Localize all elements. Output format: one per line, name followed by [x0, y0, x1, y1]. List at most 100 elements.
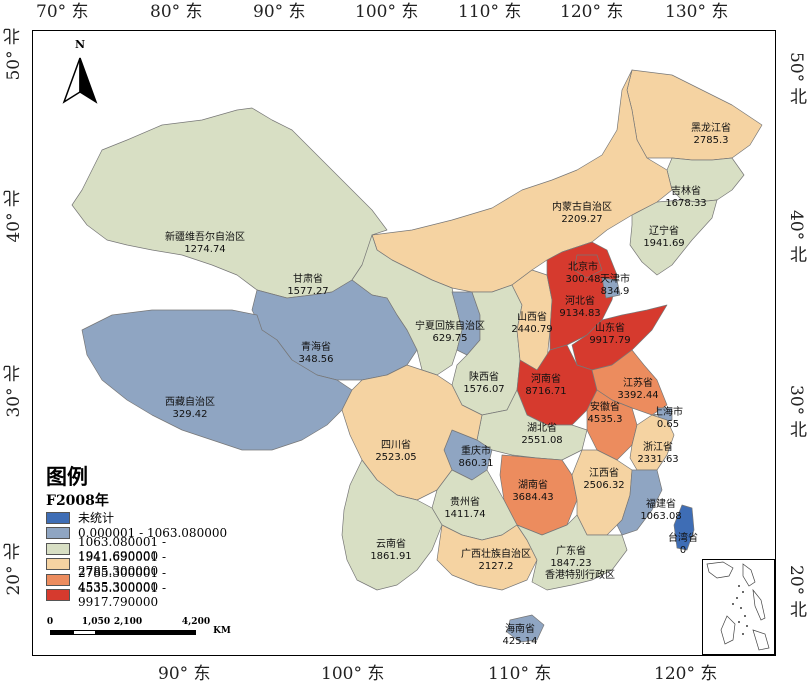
top-tick: 130° 东	[665, 2, 729, 22]
scale-segment	[73, 630, 96, 635]
left-tick: 20° 北	[4, 543, 24, 596]
province-label: 新疆维吾尔自治区 1274.74	[165, 232, 245, 255]
province-label: 北京市 300.48	[565, 262, 601, 285]
legend-swatch	[46, 573, 70, 586]
left-tick: 40° 北	[4, 190, 24, 243]
province-label: 宁夏回族自治区 629.75	[415, 321, 485, 344]
province-label: 广东省 1847.23	[550, 546, 592, 569]
bottom-tick: 120° 东	[654, 664, 718, 684]
legend-item: 1063.080001 - 1941.690000	[46, 535, 246, 563]
top-tick: 100° 东	[355, 2, 419, 22]
region-zhejiang	[629, 414, 675, 471]
province-label: 天津市 834.9	[600, 274, 630, 297]
scale-bar: 0 1,050 2,100 4,200 KM	[46, 617, 236, 637]
scale-label: 4,200	[181, 617, 211, 627]
province-label: 福建省 1063.08	[640, 499, 682, 522]
legend-swatch	[46, 527, 70, 540]
region-taiwan	[673, 504, 695, 551]
region-guangdong	[516, 514, 628, 591]
scale-segment	[128, 630, 196, 635]
legend-swatch	[46, 589, 70, 602]
region-liaoning	[629, 199, 718, 276]
province-label: 湖南省 3684.43	[512, 480, 554, 503]
scale-label: 0	[46, 617, 54, 627]
top-tick: 70° 东	[36, 2, 89, 22]
province-label: 山东省 9917.79	[589, 323, 631, 346]
legend-label: 未统计	[78, 511, 115, 526]
scale-segment	[50, 630, 73, 635]
province-label: 四川省 2523.05	[375, 440, 417, 463]
province-label: 贵州省 1411.74	[444, 497, 486, 520]
legend-swatch	[46, 558, 70, 571]
inset-map	[706, 561, 770, 651]
south-china-sea-inset	[702, 559, 775, 655]
province-label: 辽宁省 1941.69	[643, 226, 685, 249]
legend-field: F2008年	[46, 493, 109, 509]
province-label: 陕西省 1576.07	[463, 372, 505, 395]
right-tick: 20° 北	[786, 565, 806, 618]
province-label: 海南省 425.14	[502, 624, 538, 647]
legend-title: 图例	[46, 464, 88, 489]
province-label: 西藏自治区 329.42	[165, 397, 215, 420]
right-tick: 40° 北	[786, 210, 806, 263]
province-label: 安徽省 4535.3	[587, 402, 623, 425]
region-tianjin	[601, 277, 621, 299]
province-label: 河北省 9134.83	[559, 296, 601, 319]
province-label: 浙江省 2331.63	[637, 442, 679, 465]
province-label: 广西壮族自治区 2127.2	[461, 549, 531, 572]
province-label: 山西省 2440.79	[511, 312, 553, 335]
province-label: 甘肃省 1577.27	[287, 274, 329, 297]
province-label: 湖北省 2551.08	[521, 423, 563, 446]
north-arrow-icon	[62, 57, 98, 104]
bottom-tick: 110° 东	[488, 664, 552, 684]
province-label: 台湾省 0	[668, 533, 698, 556]
bottom-tick: 100° 东	[321, 664, 385, 684]
top-tick: 120° 东	[560, 2, 624, 22]
legend-label: 0.000001 - 1063.080000	[78, 526, 228, 541]
province-label: 黑龙江省 2785.3	[691, 123, 731, 146]
top-tick: 90° 东	[253, 2, 306, 22]
region-fujian	[616, 469, 663, 536]
province-label: 云南省 1861.91	[370, 539, 412, 562]
province-label: 吉林省 1678.33	[665, 186, 707, 209]
region-beijing	[573, 254, 603, 279]
left-tick: 30° 北	[4, 365, 24, 418]
legend-item: 1941.690001 - 2785.300000	[46, 550, 246, 578]
legend-item: 未统计	[46, 510, 246, 526]
province-label: 江苏省 3392.44	[617, 378, 659, 401]
region-yunnan	[341, 459, 443, 591]
legend-item: 2785.300001 - 4535.300000	[46, 566, 246, 594]
region-hubei	[476, 389, 588, 461]
legend-label: 1063.080001 - 1941.690000	[78, 534, 167, 563]
region-inner-mongolia	[371, 69, 673, 293]
province-label: 青海省 348.56	[298, 342, 334, 365]
legend-label: 4535.300001 - 9917.790000	[78, 581, 167, 610]
top-tick: 110° 东	[458, 2, 522, 22]
top-tick: 80° 东	[150, 2, 203, 22]
legend-item: 4535.300001 - 9917.790000	[46, 581, 246, 609]
legend-swatch	[46, 542, 70, 555]
province-label: 上海市 0.65	[653, 407, 683, 430]
china-map	[71, 69, 763, 643]
north-letter: N	[74, 38, 86, 51]
region-hainan	[506, 614, 545, 643]
scale-unit: KM	[213, 626, 231, 636]
province-label: 河南省 8716.71	[525, 374, 567, 397]
north-arrow: N	[60, 38, 100, 104]
legend: 图例 F2008年 未统计 0.000001 - 1063.080000 1063.…	[46, 464, 246, 609]
right-tick: 30° 北	[786, 385, 806, 438]
province-label: 内蒙古自治区 2209.27	[552, 202, 612, 225]
province-label: 重庆市 860.31	[458, 446, 494, 469]
left-tick: 50° 北	[4, 28, 24, 81]
province-label: 香港特别行政区	[545, 570, 615, 581]
scale-label: 1,050	[81, 617, 111, 627]
region-xinjiang	[71, 107, 388, 299]
legend-rows: 未统计 0.000001 - 1063.080000 1063.080001 - 1…	[46, 510, 246, 609]
scale-segment	[96, 630, 128, 635]
scale-label: 2,100	[113, 617, 143, 627]
right-tick: 50° 北	[786, 52, 806, 105]
legend-label: 1941.690001 - 2785.300000	[78, 550, 167, 579]
province-label: 江西省 2506.32	[583, 468, 625, 491]
legend-item: 0.000001 - 1063.080000	[46, 526, 246, 542]
legend-swatch	[46, 511, 70, 524]
